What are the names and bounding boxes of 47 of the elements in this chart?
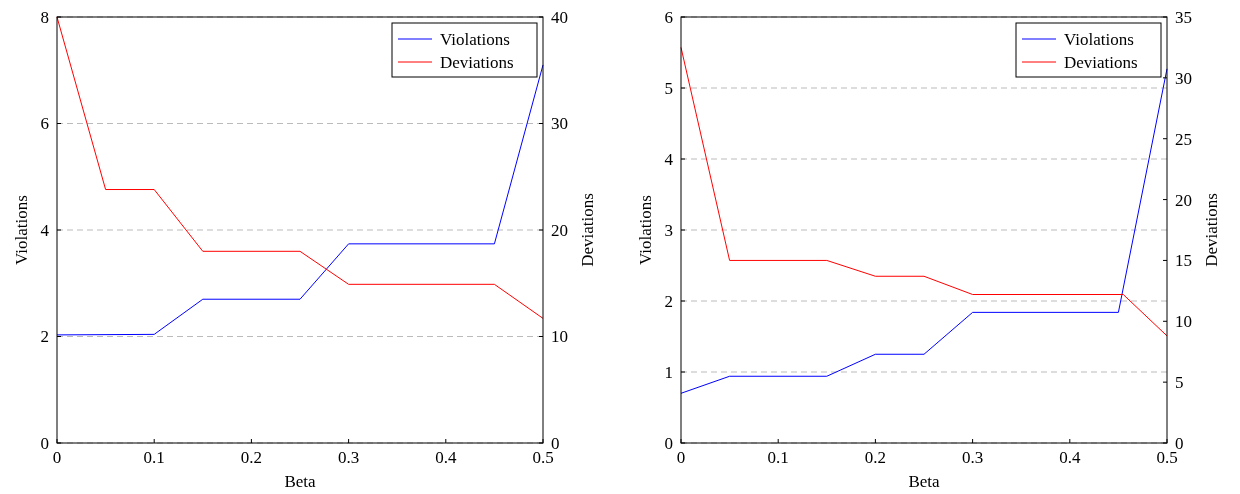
y2-tick-label: 25: [1175, 129, 1192, 149]
y-tick-label: 8: [40, 7, 49, 27]
y2-tick-label: 20: [551, 220, 568, 240]
x-axis-title: Beta: [908, 472, 941, 491]
y2-tick-label: 15: [1175, 251, 1192, 271]
x-tick-label: 0.3: [337, 448, 360, 467]
y-tick-label: 1: [664, 362, 673, 382]
x-tick-label: 0.5: [1156, 448, 1178, 467]
x-tick-label: 0.3: [961, 448, 984, 467]
x-tick-label: 0.2: [864, 448, 887, 467]
y-tick-label: 6: [40, 114, 49, 134]
y-axis-title: Violations: [636, 195, 655, 265]
y2-tick-label: 10: [551, 327, 568, 347]
x-tick-label: 0: [676, 448, 686, 467]
y-tick-label: 2: [664, 291, 673, 311]
y2-tick-label: 5: [1175, 373, 1184, 393]
y2-tick-label: 10: [1175, 312, 1192, 332]
y-tick-label: 6: [664, 7, 673, 27]
x-axis-title: Beta: [284, 472, 317, 491]
legend-label: Deviations: [440, 52, 514, 72]
y-tick-label: 3: [664, 220, 673, 240]
y-tick-label: 0: [664, 433, 673, 453]
y-axis-title: Violations: [12, 195, 31, 265]
y2-tick-label: 0: [1175, 433, 1184, 453]
x-tick-label: 0.1: [143, 448, 165, 467]
x-tick-label: 0: [52, 448, 62, 467]
y-tick-label: 0: [40, 433, 49, 453]
y2-tick-label: 0: [551, 433, 560, 453]
x-tick-label: 0.2: [240, 448, 263, 467]
y2-tick-label: 30: [551, 114, 568, 134]
y2-tick-label: 35: [1175, 7, 1192, 27]
y-tick-label: 4: [40, 220, 50, 240]
legend-label: Deviations: [1064, 52, 1138, 72]
y2-axis-title: Deviations: [1202, 193, 1221, 267]
y2-tick-label: 30: [1175, 68, 1192, 88]
legend-label: Violations: [440, 29, 510, 49]
y-tick-label: 4: [664, 149, 674, 169]
x-tick-label: 0.4: [435, 448, 457, 467]
y-tick-label: 2: [40, 327, 49, 347]
legend-label: Violations: [1064, 29, 1134, 49]
x-tick-label: 0.4: [1059, 448, 1081, 467]
x-tick-label: 0.1: [767, 448, 789, 467]
y2-tick-label: 40: [551, 7, 568, 27]
y-tick-label: 5: [664, 78, 673, 98]
y2-axis-title: Deviations: [578, 193, 597, 267]
y2-tick-label: 20: [1175, 190, 1192, 210]
x-tick-label: 0.5: [532, 448, 554, 467]
